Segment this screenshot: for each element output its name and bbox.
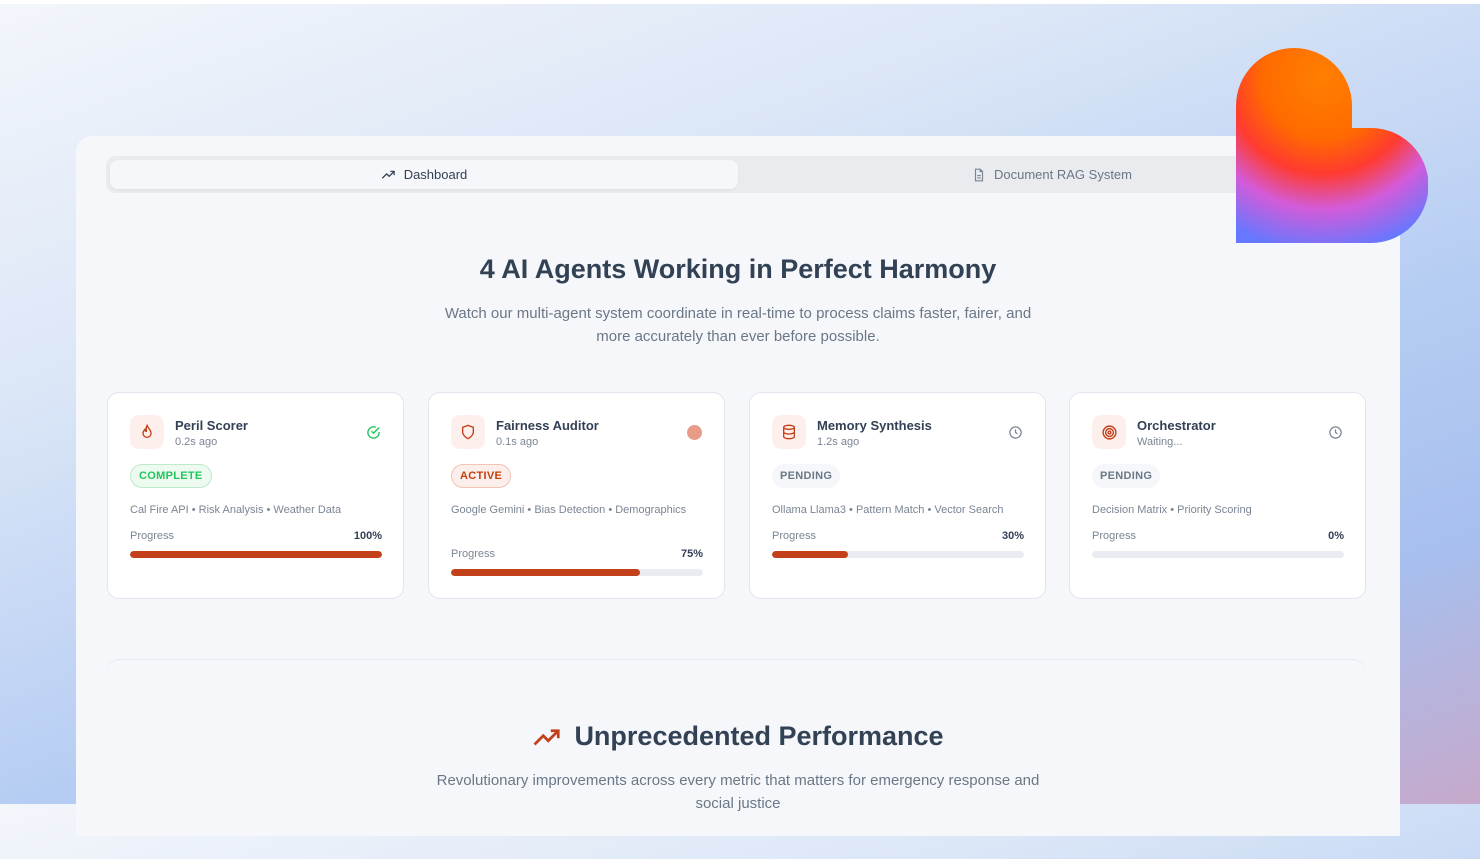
agent-tags: Google Gemini • Bias Detection • Demogra… — [451, 504, 687, 516]
progress-fill — [772, 551, 848, 558]
target-icon — [1092, 415, 1126, 449]
agent-name: Memory Synthesis — [817, 418, 932, 433]
progress-value: 75% — [680, 548, 703, 560]
agent-name: Orchestrator — [1137, 418, 1216, 433]
performance-subtitle: Revolutionary improvements across every … — [436, 772, 1040, 812]
progress-fill — [451, 569, 640, 576]
status-badge: ACTIVE — [451, 464, 512, 488]
flame-icon — [130, 415, 164, 449]
clock-icon — [1007, 424, 1023, 440]
progress-label: Progress — [772, 530, 817, 542]
page-subtitle: Watch our multi-agent system coordinate … — [444, 305, 1032, 345]
status-badge: PENDING — [1092, 464, 1161, 488]
agent-tags: Ollama Llama3 • Pattern Match • Vector S… — [772, 504, 1004, 516]
agent-card-fairness-auditor: Fairness Auditor 0.1s ago ACTIVE Google … — [428, 392, 725, 599]
progress-row: Progress 0% — [1092, 530, 1344, 542]
clock-icon — [1327, 424, 1343, 440]
tab-bar: Dashboard Document RAG System — [106, 156, 1370, 193]
agent-tags: Decision Matrix • Priority Scoring — [1092, 504, 1252, 516]
tab-label: Document RAG System — [994, 167, 1132, 182]
heart-logo-icon — [1236, 48, 1428, 243]
progress-label: Progress — [130, 530, 175, 542]
trending-up-icon — [381, 170, 395, 179]
progress-row: Progress 75% — [451, 548, 703, 560]
agent-card-orchestrator: Orchestrator Waiting... PENDING Decision… — [1069, 392, 1366, 599]
agent-time: 0.2s ago — [175, 436, 218, 448]
performance-title-text: Unprecedented Performance — [574, 721, 944, 751]
progress-value: 100% — [353, 530, 382, 542]
tab-dashboard[interactable]: Dashboard — [110, 160, 738, 189]
active-dot-icon — [686, 424, 702, 440]
progress-value: 30% — [1001, 530, 1024, 542]
tab-document-rag[interactable]: Document RAG System — [738, 160, 1366, 189]
agent-name: Peril Scorer — [175, 418, 248, 433]
main-panel: Dashboard Document RAG System 4 AI Agent… — [76, 136, 1400, 836]
database-icon — [772, 415, 806, 449]
trending-up-icon — [533, 728, 561, 745]
document-icon — [974, 168, 984, 181]
tab-label: Dashboard — [403, 167, 468, 182]
page-title: 4 AI Agents Working in Perfect Harmony — [479, 254, 997, 284]
performance-title: Unprecedented Performance — [76, 721, 1400, 752]
progress-row: Progress 100% — [130, 530, 382, 542]
agent-time: 0.1s ago — [496, 436, 539, 448]
progress-label: Progress — [451, 548, 496, 560]
check-circle-icon — [365, 424, 381, 440]
progress-bar — [1092, 551, 1344, 558]
shield-icon — [451, 415, 485, 449]
progress-fill — [130, 551, 382, 558]
progress-label: Progress — [1092, 530, 1137, 542]
status-badge: PENDING — [772, 464, 841, 488]
progress-row: Progress 30% — [772, 530, 1024, 542]
agent-time: 1.2s ago — [817, 436, 860, 448]
progress-value: 0% — [1328, 530, 1344, 542]
progress-bar — [451, 569, 703, 576]
progress-bar — [130, 551, 382, 558]
agent-card-peril-scorer: Peril Scorer 0.2s ago COMPLETE Cal Fire … — [107, 392, 404, 599]
agent-name: Fairness Auditor — [496, 418, 599, 433]
agent-tags: Cal Fire API • Risk Analysis • Weather D… — [130, 504, 342, 516]
agent-card-memory-synthesis: Memory Synthesis 1.2s ago PENDING Ollama… — [749, 392, 1046, 599]
agent-time: Waiting... — [1137, 436, 1183, 448]
top-strip — [0, 0, 1480, 4]
progress-bar — [772, 551, 1024, 558]
performance-section — [106, 659, 1366, 859]
status-badge: COMPLETE — [130, 464, 212, 488]
